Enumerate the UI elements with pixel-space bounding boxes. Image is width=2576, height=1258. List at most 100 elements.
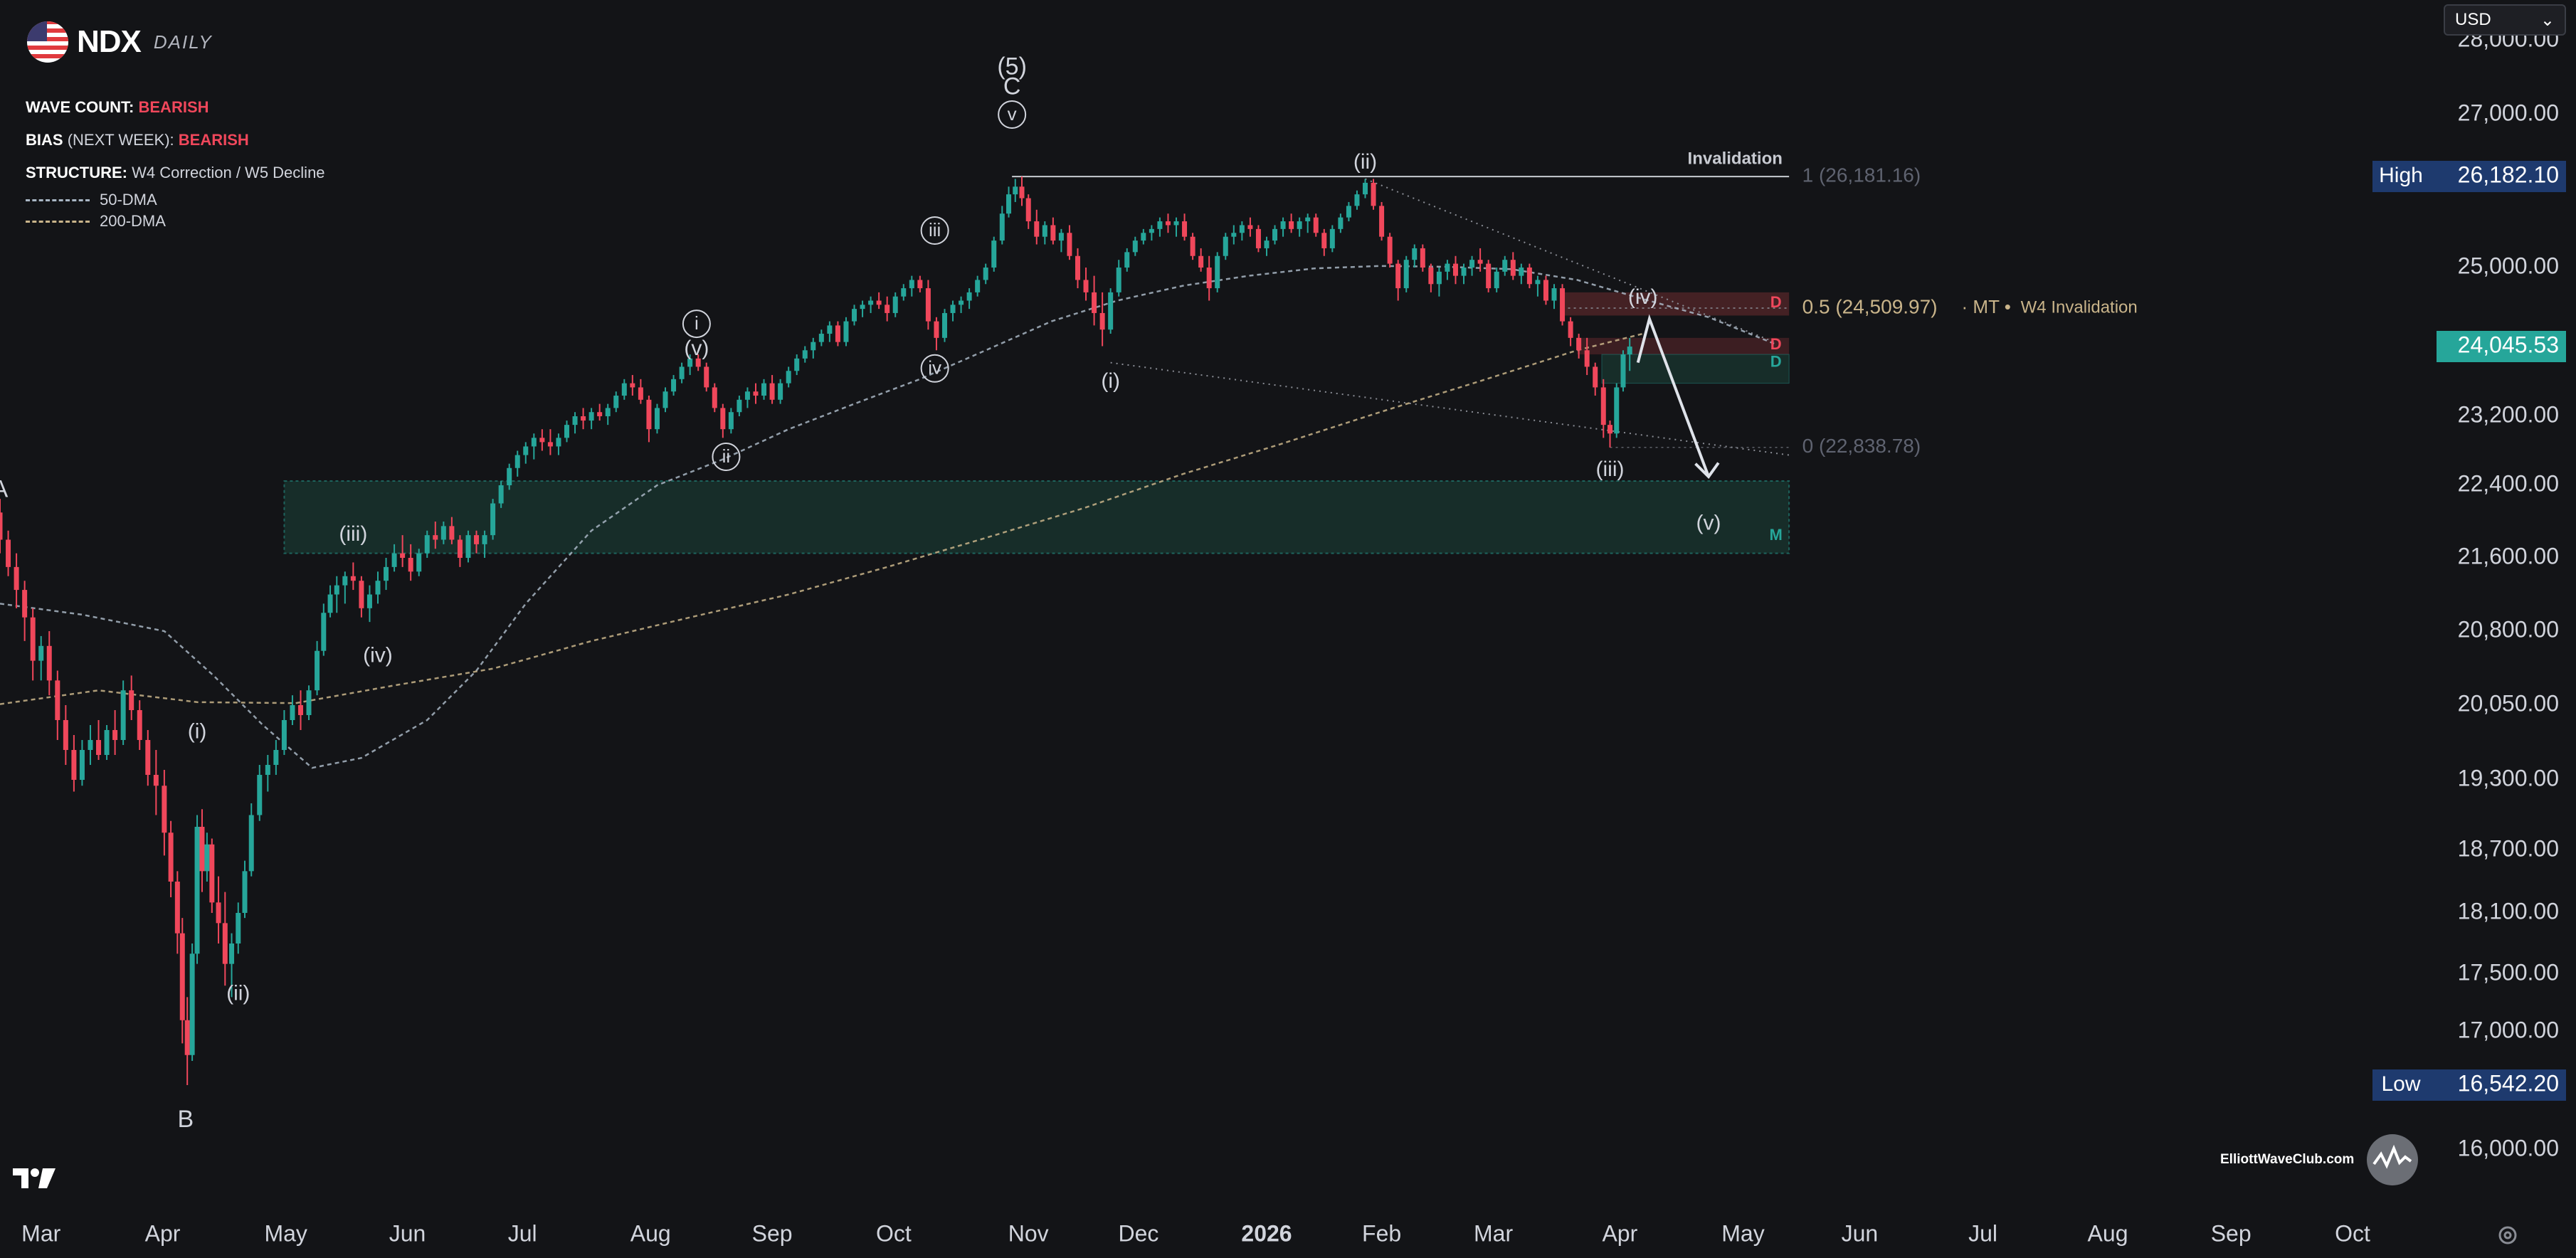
candle-body — [457, 539, 463, 558]
candle-body — [572, 416, 578, 426]
candle-body — [1182, 221, 1188, 237]
candle-body — [1108, 292, 1114, 330]
ma-line-200-dma — [0, 332, 1644, 705]
symbol-header: NDX DAILY — [26, 20, 213, 64]
candle-body — [761, 383, 767, 396]
candle-body — [1231, 233, 1237, 237]
candle-body — [523, 446, 529, 455]
candle-body — [1289, 221, 1294, 229]
symbol-label: NDX — [77, 24, 142, 59]
candle-body — [189, 953, 195, 1055]
candle-body — [991, 240, 997, 268]
wave-label: (iii) — [1596, 458, 1625, 481]
candle-body — [1395, 263, 1401, 289]
candle-body — [482, 535, 487, 544]
time-axis-tick-label: Jul — [508, 1220, 537, 1246]
candle-body — [753, 391, 759, 396]
candle-body — [794, 358, 800, 371]
candle-body — [1526, 268, 1532, 285]
wave-label: (iv) — [363, 644, 393, 667]
candle-body — [1452, 263, 1458, 276]
candle-body — [1264, 240, 1269, 248]
candle-body — [663, 391, 668, 408]
wave-label-circle — [920, 354, 949, 383]
wave-label: (iii) — [339, 522, 367, 546]
time-axis-tick-label: Mar — [21, 1220, 60, 1246]
candle-body — [1371, 182, 1376, 206]
candle-body — [194, 827, 200, 954]
candle-body — [1198, 255, 1204, 268]
candle-body — [1099, 312, 1105, 330]
candle-body — [1535, 280, 1541, 285]
price-axis-tick-label: 16,000.00 — [2458, 1135, 2559, 1161]
candle-body — [6, 539, 11, 567]
candle-body — [1379, 206, 1385, 237]
candle-body — [273, 750, 279, 765]
candle-body — [531, 438, 537, 447]
candle-body — [257, 775, 263, 815]
candle-body — [137, 710, 142, 740]
price-axis-tick-label: 25,000.00 — [2458, 253, 2559, 278]
currency-select[interactable]: USD ⌄ — [2444, 4, 2566, 36]
candle-body — [720, 408, 726, 430]
wave-label: v — [1008, 103, 1017, 125]
candle-body — [145, 740, 151, 775]
candle-body — [1034, 221, 1040, 237]
low-badge-label-bg — [2372, 1069, 2429, 1101]
candle-body — [1075, 255, 1080, 280]
candle-body — [474, 535, 480, 544]
price-axis-tick-label: 18,100.00 — [2458, 898, 2559, 924]
candle-body — [1190, 236, 1195, 256]
candle-body — [184, 1020, 190, 1055]
candle-body — [1025, 198, 1031, 222]
candle-body — [556, 438, 561, 447]
candle-body — [204, 844, 210, 872]
candle-body — [811, 342, 816, 351]
time-axis-tick-label: Sep — [752, 1220, 793, 1246]
candle-body — [1338, 217, 1344, 229]
last-price-badge-value-bg — [2437, 331, 2566, 362]
tradingview-logo-icon[interactable] — [11, 1166, 57, 1195]
projection-path — [1636, 314, 1710, 477]
candle-body — [162, 786, 167, 833]
wave-label: (iv) — [1628, 285, 1658, 309]
candle-body — [901, 288, 907, 297]
zone-letter-d: D — [1770, 352, 1782, 370]
candle-body — [1469, 260, 1475, 268]
time-axis-tick-label: Aug — [630, 1220, 671, 1246]
time-axis-tick-label: Aug — [2088, 1220, 2128, 1246]
candle-body — [917, 280, 923, 289]
candle-body — [983, 268, 988, 280]
candle-body — [1272, 228, 1278, 241]
candle-body — [1042, 225, 1047, 237]
wave-label-circle — [712, 442, 741, 471]
candle-body — [1412, 248, 1418, 260]
candle-body — [966, 292, 972, 301]
wave-logo-icon — [2367, 1134, 2419, 1185]
candle-body — [868, 300, 874, 305]
gear-icon[interactable] — [2495, 1222, 2520, 1252]
candle-body — [687, 358, 693, 367]
chevron-down-icon: ⌄ — [2540, 10, 2555, 30]
price-axis-tick-label: 23,200.00 — [2458, 401, 2559, 427]
time-axis-tick-label: 2026 — [1241, 1220, 1292, 1246]
wave-label: (v) — [1696, 511, 1721, 534]
legend-swatch-200dma — [26, 220, 90, 223]
candle-body — [290, 705, 295, 720]
invalidation-label: Invalidation — [1688, 149, 1783, 168]
candle-body — [281, 720, 287, 750]
candle-body — [104, 730, 110, 755]
bias-value: BEARISH — [178, 131, 249, 149]
candle-body — [46, 645, 52, 681]
candle-body — [621, 383, 627, 396]
candle-body — [1239, 225, 1245, 233]
wave-label: i — [695, 312, 699, 334]
candle-body — [934, 321, 939, 338]
candle-body — [1551, 288, 1557, 301]
candle-body — [350, 576, 356, 581]
candle-body — [433, 535, 438, 540]
candle-body — [588, 412, 594, 421]
candle-body — [737, 399, 742, 413]
wave-label: A — [0, 475, 9, 502]
